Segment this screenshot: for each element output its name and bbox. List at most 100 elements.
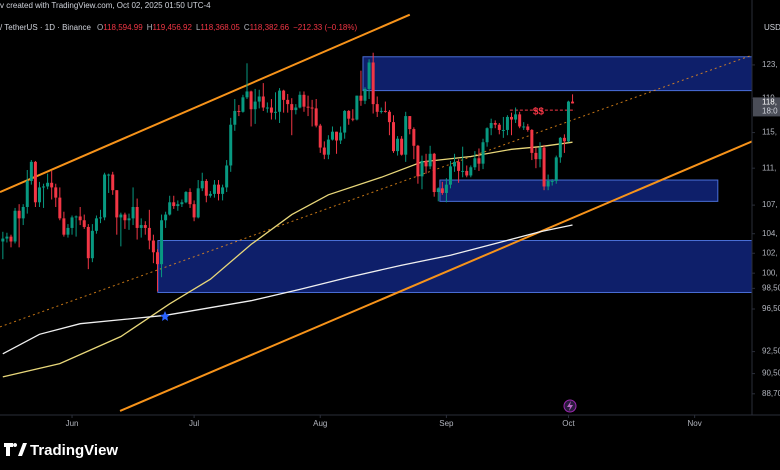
candle-body [469,167,473,176]
ohlc-value: 118,368.05 [200,23,240,32]
y-tick-label: 102, [762,248,778,257]
candle-body [257,96,261,102]
candle-body [192,204,196,218]
candle-body [278,90,282,112]
x-tick-label: Nov [688,419,702,428]
candle-body [534,152,538,160]
candle-body [131,206,135,219]
ohlc-value: 118,382.66 [250,23,290,32]
moving-average [2,141,573,378]
candle-body [310,107,314,109]
ohlc-value: 119,456.92 [152,23,192,32]
candle-body [147,227,151,241]
zone-box [362,56,752,92]
y-tick-label: 104, [762,229,778,238]
y-tick-label: 123, [762,60,778,69]
candle-body [253,101,257,110]
candle-body [306,106,310,108]
candle-body [379,110,383,112]
trendline [0,54,752,328]
candle-body [139,225,143,228]
candle-body [286,99,290,105]
candle-body [428,153,432,167]
candle-body [62,218,66,235]
candle-body [473,158,477,168]
ohlc-key: H [147,23,153,32]
candle-body [58,197,62,219]
candle-body [184,192,188,203]
candle-body [33,161,37,203]
candle-body [151,240,155,253]
candle-body [375,104,379,112]
candle-body [265,107,269,109]
candle-body [404,116,408,155]
candle-body [497,124,501,130]
candle-body [351,118,355,120]
candle-body [457,161,461,171]
event-bolt [567,401,573,411]
y-tick-label: 107, [762,200,778,209]
zone-box [439,179,719,202]
candle-body [493,122,497,125]
candle-body [217,184,221,194]
price-tag [753,97,780,117]
candle-body [318,125,322,148]
candle-body [143,225,147,228]
candle-body [90,230,94,259]
candle-body [5,236,9,239]
x-tick-label: Oct [562,419,575,428]
candle-body [420,160,424,177]
annotation: $$ [533,107,545,118]
candle-body [387,111,391,123]
candle-body [546,180,550,187]
candle-body [518,114,522,127]
candle-body [123,214,127,221]
candle-body [9,236,13,242]
candle-body [70,217,74,228]
ohlc-key: L [196,23,201,32]
trendline [0,13,411,193]
candle-body [432,153,436,193]
candle-body [78,216,82,221]
symbol: / TetherUS · 1D · Binance [0,23,92,32]
trendline [119,140,752,412]
ohlc-key: O [97,23,103,32]
candle-body [74,216,78,218]
candle-body [298,94,302,108]
change: −212.33 (−0.18%) [293,23,357,32]
candle-body [66,227,70,235]
candle-body [208,193,212,196]
candle-body [107,174,111,176]
candle-body [461,170,465,172]
candle-body [440,188,444,193]
candle-body [424,160,428,167]
candle-body [204,180,208,196]
candle-body [1,238,5,242]
candle-body [180,202,184,205]
candle-body [326,139,330,155]
candle-body [542,147,546,187]
candle-body [135,206,139,228]
candle-body [571,101,575,104]
y-tick-label: 88,70 [762,389,780,398]
candle-body [485,128,489,143]
candle-body [355,95,359,120]
candle-body [448,166,452,185]
candle-body [86,226,90,259]
candle-body [127,218,131,221]
candle-body [155,252,159,265]
candle-body [526,126,530,130]
candle-body [269,107,273,113]
ohlc-value: 118,594.99 [103,23,143,32]
candle-body [505,116,509,130]
candle-body [42,186,46,188]
candle-body [237,110,241,112]
price-tag-countdown: 18:0 [762,107,778,116]
candle-body [322,147,326,155]
candle-body [233,110,237,125]
candle-body [82,220,86,227]
moving-average [2,224,573,355]
y-tick-label: 96,50 [762,304,780,313]
candle-body [530,129,534,153]
plot-area: $$ [0,13,752,412]
